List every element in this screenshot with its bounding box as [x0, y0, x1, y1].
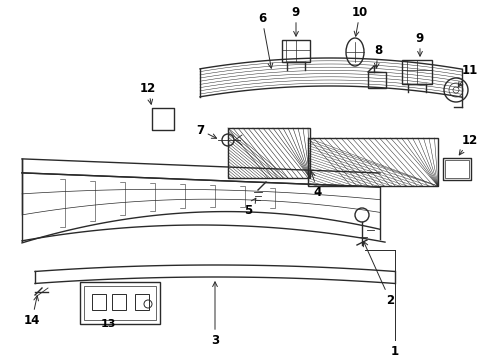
- Text: 11: 11: [457, 63, 477, 87]
- Bar: [152, 108, 174, 130]
- Text: 5: 5: [244, 198, 255, 216]
- Text: 7: 7: [196, 123, 216, 138]
- Bar: [307, 138, 437, 186]
- Text: 8: 8: [373, 44, 381, 68]
- Bar: [401, 60, 431, 84]
- Bar: [80, 282, 160, 324]
- Text: 12: 12: [140, 81, 156, 104]
- Text: 12: 12: [458, 134, 477, 155]
- Text: 4: 4: [310, 172, 322, 198]
- Text: 13: 13: [101, 319, 116, 329]
- Bar: [444, 160, 468, 178]
- Text: 10: 10: [351, 5, 367, 36]
- Bar: [367, 72, 385, 88]
- Text: 9: 9: [415, 31, 423, 56]
- Text: 1: 1: [390, 345, 398, 358]
- Bar: [135, 294, 149, 310]
- Text: 14: 14: [24, 296, 40, 327]
- Text: 2: 2: [363, 242, 393, 306]
- Bar: [282, 40, 309, 62]
- Text: 9: 9: [291, 5, 300, 36]
- Bar: [84, 286, 156, 320]
- Bar: [442, 158, 470, 180]
- Bar: [112, 294, 126, 310]
- Text: 6: 6: [257, 12, 272, 68]
- Text: 3: 3: [210, 282, 219, 346]
- Bar: [92, 294, 106, 310]
- Bar: [227, 128, 309, 178]
